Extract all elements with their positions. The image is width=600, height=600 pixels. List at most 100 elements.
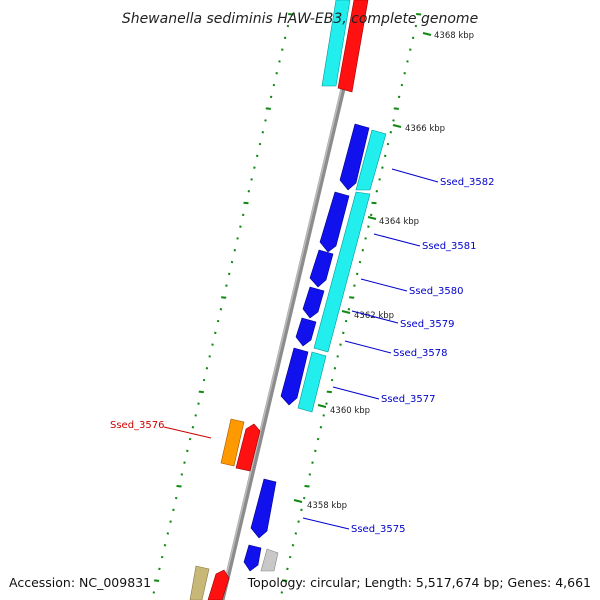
scale-tick (314, 449, 317, 453)
scale-tick (308, 473, 312, 476)
scale-tick (163, 544, 167, 547)
scale-tick (344, 319, 348, 323)
scale-tick (353, 284, 356, 287)
gene-label-ssed-3582[interactable]: Ssed_3582 (440, 177, 495, 188)
scale-tick (265, 107, 271, 110)
scale-tick (152, 591, 156, 594)
scale-tick (414, 24, 418, 28)
scale-tick (409, 48, 412, 51)
scale-tick (403, 72, 406, 75)
scale-tick (336, 355, 339, 358)
scale-tick (392, 119, 395, 122)
gene-label-ssed-3580[interactable]: Ssed_3580 (409, 286, 464, 297)
scale-tick (281, 48, 284, 51)
scale-tick (197, 402, 200, 405)
scale-tick (288, 555, 292, 559)
kbp-label-4362: 4362 kbp (354, 311, 394, 321)
gene-label-ssed-3579[interactable]: Ssed_3579 (400, 319, 455, 330)
scale-tick (286, 567, 289, 571)
scale-tick (311, 461, 314, 464)
scale-tick (174, 496, 178, 500)
scale-tick (225, 284, 228, 287)
cds-cyan-top (321, 0, 351, 87)
gene-labels: Ssed_3582 Ssed_3581 Ssed_3580 Ssed_3579 … (110, 168, 495, 535)
cds-ssed-3582 (339, 123, 370, 191)
cds-olive (189, 565, 210, 600)
scale-tick (214, 331, 217, 335)
scale-tick (230, 260, 234, 264)
cds-ssed-3577 (280, 347, 309, 406)
scale-tick (158, 567, 161, 571)
scale-tick (219, 308, 223, 311)
scale-tick (282, 579, 288, 582)
gene-label-ssed-3576[interactable]: Ssed_3576 (110, 420, 165, 431)
scale-tick (300, 508, 303, 512)
scale-tick (180, 473, 184, 476)
scale-tick (191, 426, 195, 429)
scale-tick (233, 249, 237, 252)
scale-tick (349, 296, 355, 299)
scale-tick (342, 331, 345, 335)
scale-tick (389, 131, 393, 134)
scale-tick (386, 142, 390, 146)
cds-grey (260, 548, 279, 572)
kbp-label-4364: 4364 kbp (379, 217, 419, 227)
scale-tick (202, 378, 206, 382)
scale-tick (316, 437, 320, 441)
scale-tick (304, 485, 310, 488)
scale-tick (188, 437, 192, 441)
gene-label-ssed-3577[interactable]: Ssed_3577 (381, 394, 436, 405)
scale-tick (322, 414, 325, 417)
genome-backbone (219, 0, 367, 600)
scale-tick (364, 237, 367, 240)
scale-tick (355, 272, 359, 276)
scale-tick (333, 367, 337, 370)
scale-tick (154, 579, 160, 582)
cds-ssed-3580 (309, 249, 334, 288)
cds-orange (220, 418, 245, 467)
gene-label-ssed-3581[interactable]: Ssed_3581 (422, 241, 477, 252)
scale-tick (330, 378, 334, 382)
scale-tick (397, 95, 401, 99)
scale-tick (367, 225, 370, 228)
scale-tick (381, 166, 384, 169)
scale-tick (264, 119, 267, 122)
scale-tick (250, 178, 253, 181)
cds-red-bottom (207, 569, 230, 600)
scale-tick (241, 213, 245, 217)
kbp-label-4368: 4368 kbp (434, 31, 474, 41)
scale-tick (339, 343, 342, 346)
scale-tick (221, 296, 227, 299)
scale-tick (205, 367, 209, 370)
cds-cyan-2 (313, 191, 371, 353)
grid-ticks (152, 13, 422, 594)
scale-tick (326, 390, 332, 394)
scale-tick (258, 142, 262, 146)
gene-label-ssed-3578[interactable]: Ssed_3578 (393, 348, 448, 359)
scale-tick (319, 426, 323, 429)
scale-tick (291, 544, 295, 547)
scale-tick (288, 13, 294, 16)
scale-tick (247, 190, 251, 193)
scale-tick (347, 308, 351, 311)
kbp-label-4360: 4360 kbp (330, 406, 370, 416)
scale-tick (169, 520, 172, 523)
scale-tick (325, 402, 328, 405)
cds-features (189, 0, 387, 600)
gene-label-ssed-3575[interactable]: Ssed_3575 (351, 524, 406, 535)
scale-tick (194, 414, 197, 417)
scale-tick (166, 532, 170, 535)
topology-text: Topology: circular; Length: 5,517,674 bp… (247, 575, 591, 590)
scale-tick (297, 520, 300, 523)
scale-tick (176, 485, 182, 488)
scale-tick (393, 107, 399, 110)
kbp-labels: 4368 kbp 4366 kbp 4364 kbp 4362 kbp 4360… (293, 31, 474, 511)
scale-tick (243, 201, 249, 205)
scale-tick (383, 154, 387, 158)
scale-tick (371, 201, 377, 205)
scale-tick (283, 36, 287, 40)
cds-cyan-1 (355, 129, 387, 191)
scale-tick (378, 178, 381, 181)
cds-red-top (337, 0, 369, 93)
scale-tick (160, 555, 164, 559)
